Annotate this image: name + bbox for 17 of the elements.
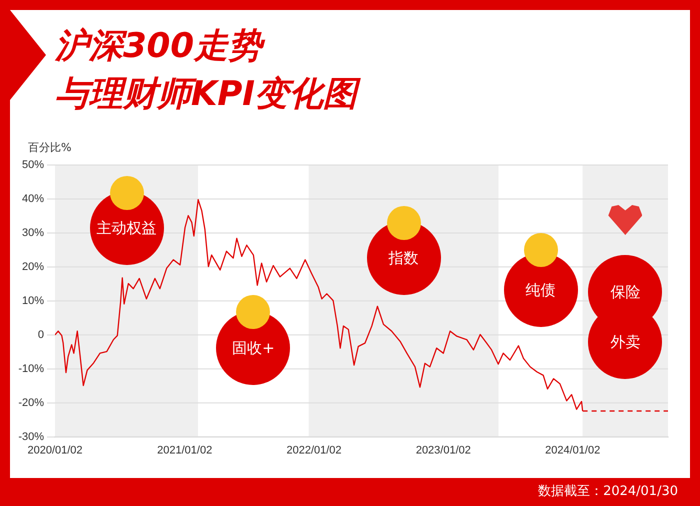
y-tick-label: 50% [22, 159, 44, 172]
y-tick-label: -10% [18, 362, 44, 375]
y-tick-label: 10% [22, 294, 44, 307]
y-tick-label: -30% [18, 430, 44, 443]
x-tick-label: 2022/01/02 [286, 444, 342, 456]
x-tick-label: 2020/01/02 [27, 444, 83, 456]
chart-title: 沪深300走势 [55, 25, 266, 68]
y-tick-label: -20% [18, 396, 44, 409]
text: 数据截至：2024/01/30 [538, 483, 678, 500]
x-tick-label: 2023/01/02 [416, 444, 471, 456]
y-tick-label: 30% [22, 226, 44, 239]
x-tick-label: 2021/01/02 [157, 444, 212, 456]
y-axis-title: 百分比% [28, 140, 72, 155]
y-tick-label: 20% [22, 260, 44, 273]
y-tick-label: 40% [22, 193, 44, 206]
y-tick-label: 0 [38, 328, 44, 341]
x-tick-label: 2024/01/02 [545, 444, 600, 456]
